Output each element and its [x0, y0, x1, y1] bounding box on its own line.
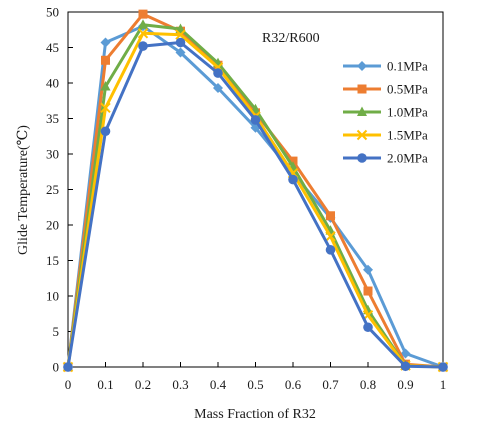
data-point: [325, 231, 336, 242]
x-tick-label: 0.9: [397, 377, 413, 392]
data-point: [137, 28, 149, 39]
data-point: [250, 115, 261, 125]
data-point: [213, 82, 223, 93]
data-point: [400, 348, 411, 359]
legend-marker: [357, 84, 367, 94]
data-point: [175, 23, 186, 34]
legend-item: 1.5MPa: [343, 128, 428, 143]
legend: 0.1MPa 0.5MPa 1.0MPa 1.5MPa 2.0MPa: [343, 59, 428, 166]
x-tick-label: 0.1: [97, 377, 113, 392]
y-tick-label: 10: [46, 289, 59, 304]
axis-ticks: 0 0.1 0.2 0.3 0.4 0.5 0.6 0.7 0.8 0.9 105101520253…: [46, 5, 446, 393]
legend-item: 1.0MPa: [343, 105, 428, 120]
data-point: [101, 55, 110, 65]
legend-item: 0.5MPa: [343, 82, 428, 97]
data-point: [100, 37, 111, 48]
x-tick-label: 0.7: [322, 377, 339, 392]
x-axis-title: Mass Fraction of R32: [194, 407, 316, 422]
legend-label: 0.1MPa: [387, 59, 428, 74]
data-point: [363, 322, 373, 333]
y-tick-label: 40: [46, 76, 59, 91]
y-tick-label: 35: [46, 111, 59, 126]
data-point: [288, 156, 298, 166]
x-tick-label: 1: [440, 377, 447, 392]
data-point: [175, 29, 186, 40]
x-tick-label: 0: [65, 377, 72, 392]
chart-annotation: R32/R600: [262, 31, 320, 46]
data-point: [100, 81, 111, 91]
x-tick-label: 0.3: [172, 377, 188, 392]
series-line: [66, 23, 444, 369]
data-point: [100, 126, 111, 137]
x-tick-label: 0.4: [210, 377, 227, 392]
x-tick-label: 0.2: [135, 377, 151, 392]
legend-item: 0.1MPa: [343, 59, 428, 74]
x-tick-label: 0.5: [247, 377, 263, 392]
data-point: [138, 41, 148, 51]
legend-label: 1.0MPa: [387, 105, 428, 120]
data-point: [138, 9, 148, 19]
legend-label: 2.0MPa: [387, 151, 428, 166]
data-point: [400, 361, 411, 372]
data-point: [100, 102, 111, 114]
data-point: [63, 362, 73, 372]
y-tick-label: 15: [46, 253, 59, 268]
data-point: [138, 19, 148, 29]
y-tick-label: 0: [53, 360, 60, 375]
series-layer: [62, 9, 449, 373]
x-tick-label: 0.8: [360, 377, 376, 392]
data-point: [363, 286, 373, 296]
legend-marker: [357, 153, 367, 163]
legend-label: 0.5MPa: [387, 82, 428, 97]
series-0.1MPa: [63, 21, 448, 372]
y-axis-title: Glide Temperature(℃): [16, 125, 31, 255]
data-point: [175, 37, 186, 48]
y-tick-label: 5: [53, 324, 60, 339]
y-tick-label: 20: [46, 218, 59, 233]
legend-marker: [357, 106, 367, 116]
legend-marker: [356, 129, 368, 141]
data-point: [326, 211, 335, 221]
series-line: [66, 24, 444, 369]
y-tick-label: 25: [46, 182, 59, 197]
legend-item: 2.0MPa: [343, 151, 428, 166]
data-point: [175, 47, 186, 58]
legend-marker: [357, 61, 367, 71]
data-point: [288, 174, 298, 185]
data-point: [438, 362, 448, 372]
data-point: [213, 68, 223, 78]
y-tick-label: 30: [46, 147, 59, 162]
data-point: [363, 264, 373, 275]
x-tick-label: 0.6: [285, 377, 302, 392]
data-point: [325, 245, 336, 255]
series-2.0MPa: [63, 37, 448, 372]
legend-label: 1.5MPa: [387, 128, 428, 143]
y-tick-label: 50: [46, 5, 59, 20]
y-tick-label: 45: [46, 40, 59, 55]
